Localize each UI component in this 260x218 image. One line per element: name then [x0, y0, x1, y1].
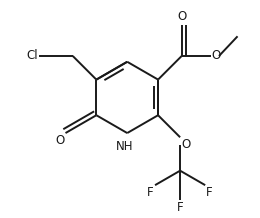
Text: F: F: [147, 186, 154, 199]
Text: Cl: Cl: [27, 49, 38, 63]
Text: O: O: [55, 134, 64, 147]
Text: F: F: [206, 186, 213, 199]
Text: NH: NH: [116, 140, 134, 153]
Text: F: F: [177, 201, 183, 214]
Text: O: O: [181, 138, 191, 151]
Text: O: O: [177, 10, 186, 23]
Text: O: O: [212, 49, 221, 63]
